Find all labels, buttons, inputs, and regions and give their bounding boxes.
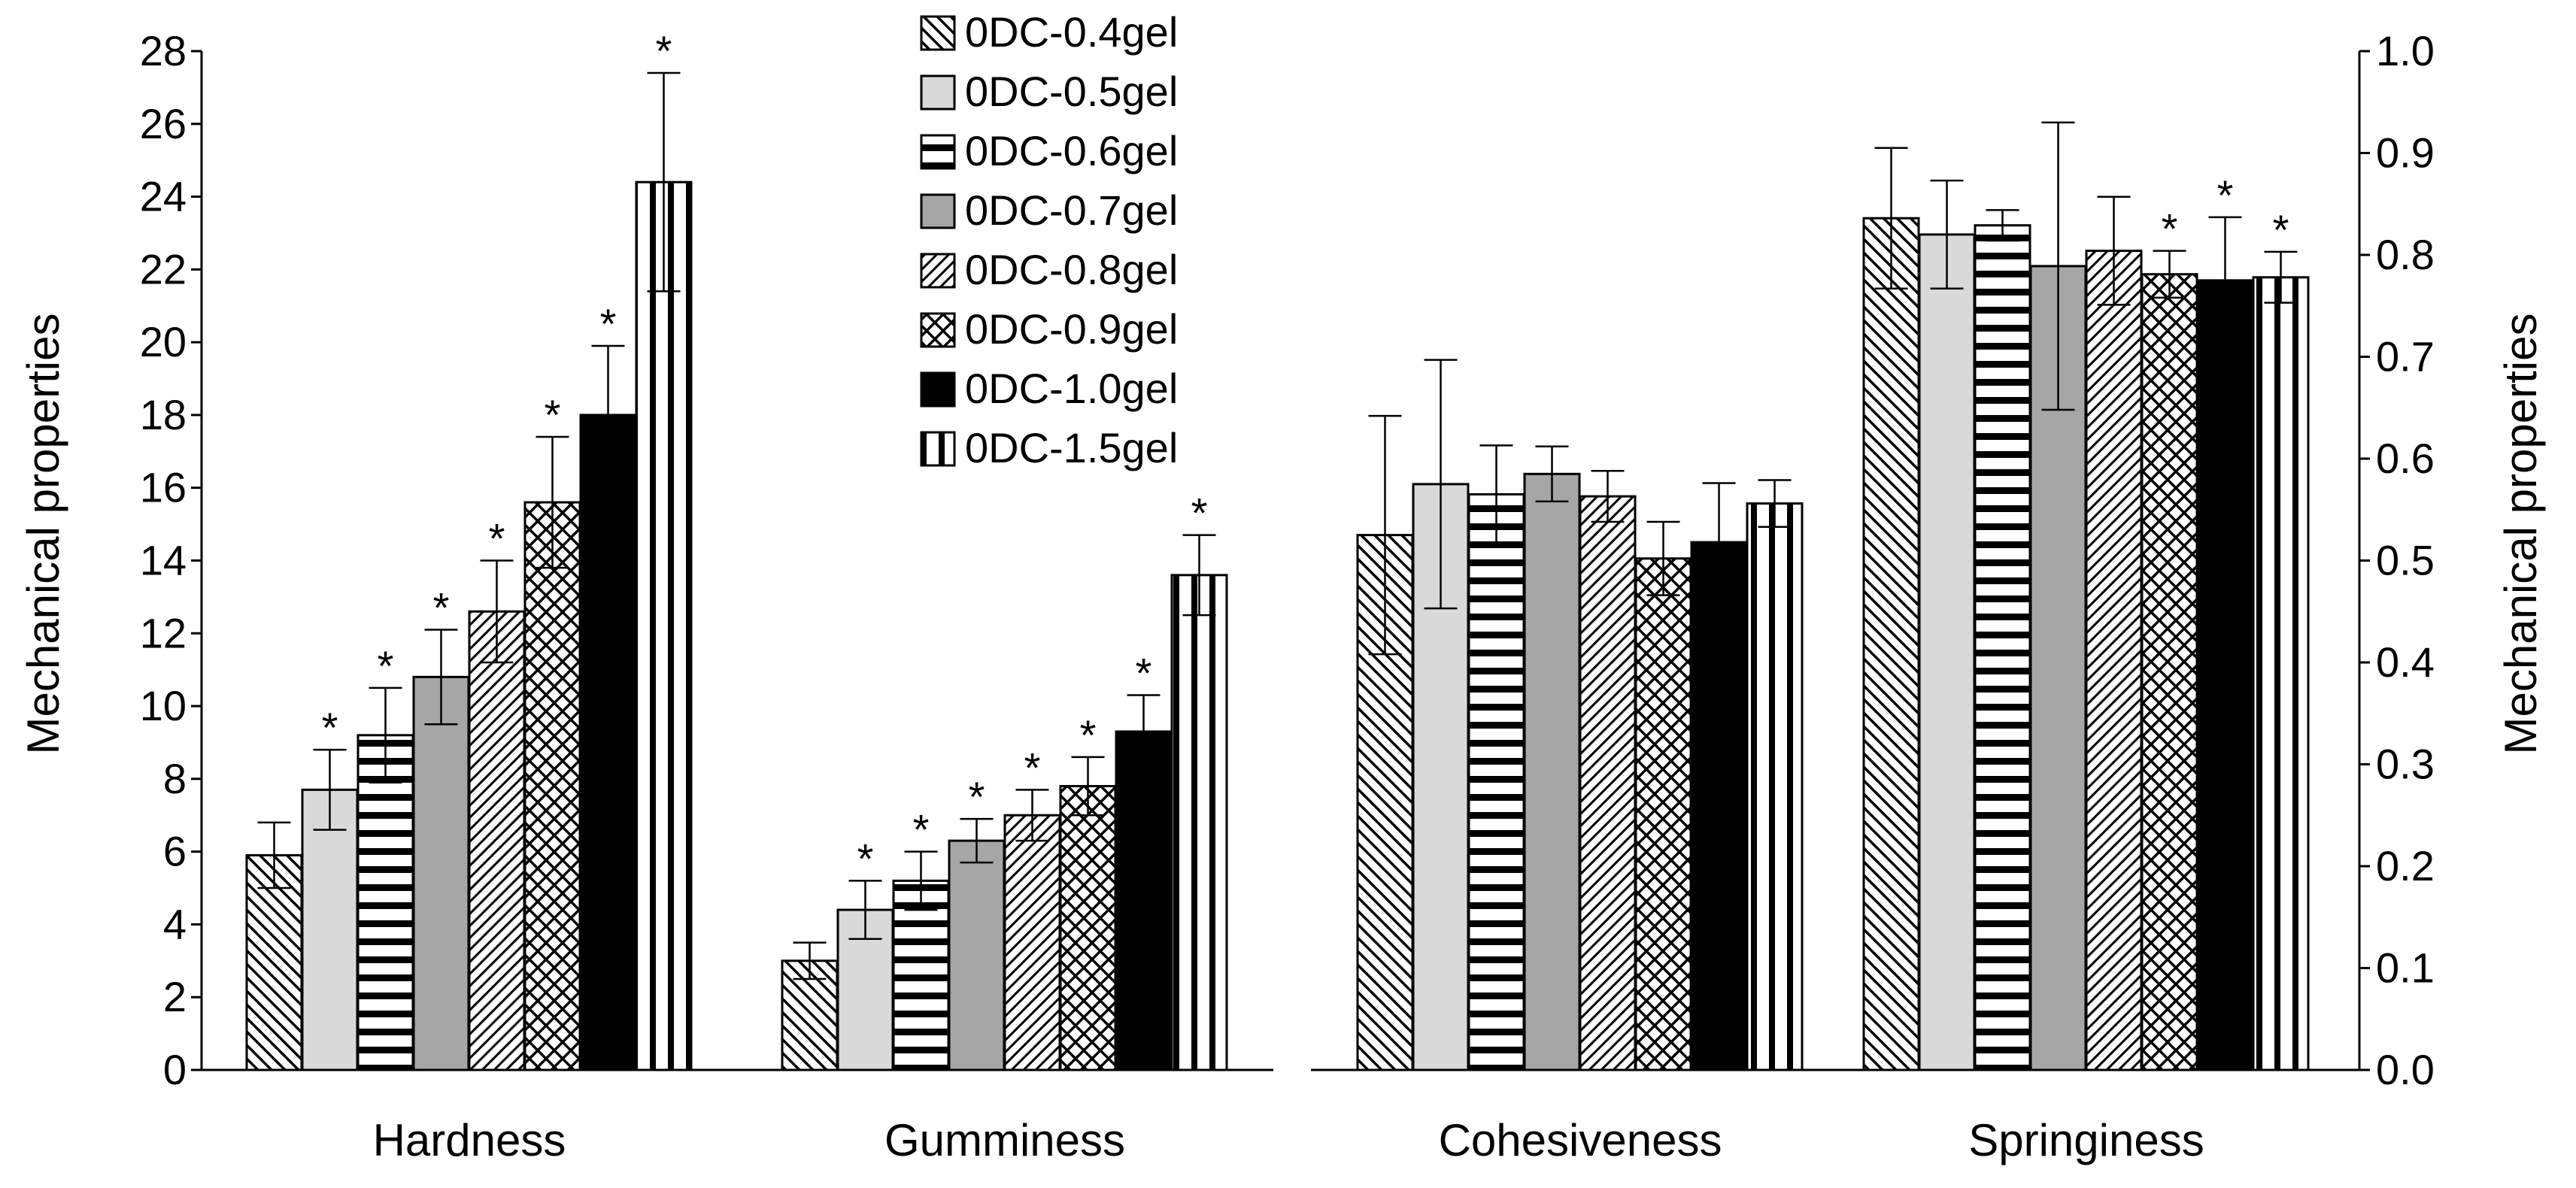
bar-cohesiveness-0dc-1.0gel: [1690, 541, 1748, 1071]
significance-marker: *: [2273, 206, 2289, 253]
left-tick-label: 6: [163, 828, 187, 875]
bar-hardness-0dc-0.9gel: [523, 501, 581, 1071]
legend-swatch: [920, 74, 956, 111]
significance-marker: *: [1136, 650, 1152, 697]
category-label: Springiness: [1968, 1115, 2204, 1165]
left-tick-label: 16: [140, 464, 187, 511]
significance-marker: *: [857, 835, 874, 882]
right-tick-label: 1.0: [2376, 27, 2435, 74]
right-tick-label: 0.4: [2376, 638, 2435, 686]
significance-markers: * * * * * * * * * * * * * * * * *: [322, 27, 2289, 882]
legend-label: 0DC-1.5gel: [965, 424, 1178, 471]
bar-cohesiveness-0dc-0.9gel: [1634, 557, 1692, 1071]
legend-label: 0DC-0.7gel: [965, 186, 1178, 234]
legend-label: 0DC-0.5gel: [965, 68, 1178, 115]
significance-marker: *: [322, 704, 338, 751]
significance-marker: *: [913, 806, 930, 853]
left-tick-label: 4: [163, 900, 187, 947]
bar-gumminess-0dc-0.7gel: [948, 839, 1006, 1071]
bar-cohesiveness-0dc-1.5gel: [1746, 502, 1804, 1071]
significance-marker: *: [656, 27, 672, 74]
left-tick-label: 0: [163, 1046, 187, 1093]
legend-label: 0DC-0.6gel: [965, 127, 1178, 174]
bar-hardness-0dc-0.8gel: [468, 610, 526, 1071]
legend-label: 0DC-0.9gel: [965, 305, 1178, 353]
bar-hardness-0dc-0.7gel: [412, 675, 470, 1071]
left-tick-label: 14: [140, 537, 187, 584]
left-tick-label: 24: [140, 173, 187, 220]
bar-gumminess-0dc-0.9gel: [1059, 785, 1117, 1071]
legend-swatch: [920, 371, 956, 408]
bar-cohesiveness-0dc-0.8gel: [1579, 495, 1637, 1071]
significance-marker: *: [1080, 711, 1097, 759]
significance-marker: *: [378, 642, 394, 689]
category-labels: Hardness Gumminess Cohesiveness Springiness: [373, 1115, 2204, 1165]
left-tick-label: 8: [163, 755, 187, 802]
significance-marker: *: [1191, 489, 1208, 537]
legend: 0DC-0.4gel 0DC-0.5gel 0DC-0.6gel 0DC-0.7gel…: [920, 8, 1178, 471]
left-tick-label: 10: [140, 682, 187, 729]
right-tick-label: 0.7: [2376, 333, 2435, 380]
bar-hardness-0dc-1.5gel: [635, 180, 693, 1071]
right-y-axis: 0.0 0.1 0.2 0.3 0.4 0.5 0.6 0.7 0.8 0.9 1.0: [1311, 27, 2435, 1093]
legend-swatch: [920, 431, 956, 467]
bars: [245, 180, 2310, 1071]
legend-swatch: [920, 15, 956, 51]
significance-marker: *: [2162, 205, 2178, 253]
significance-marker: *: [433, 583, 450, 631]
bar-gumminess-0dc-1.0gel: [1115, 730, 1173, 1071]
right-tick-label: 0.8: [2376, 231, 2435, 278]
legend-label: 0DC-1.0gel: [965, 365, 1178, 412]
bar-springiness-0dc-0.9gel: [2141, 273, 2198, 1071]
significance-marker: *: [545, 391, 561, 438]
significance-marker: *: [489, 515, 505, 562]
bar-springiness-0dc-0.4gel: [1862, 217, 1920, 1071]
right-tick-label: 0.9: [2376, 129, 2435, 177]
category-label: Hardness: [373, 1115, 566, 1165]
bar-cohesiveness-0dc-0.6gel: [1467, 492, 1525, 1071]
left-tick-label: 18: [140, 391, 187, 438]
bar-springiness-0dc-0.8gel: [2085, 250, 2143, 1071]
left-y-axis-label: Mechanical properties: [18, 314, 68, 755]
bar-hardness-0dc-1.0gel: [579, 414, 637, 1071]
right-tick-label: 0.0: [2376, 1046, 2435, 1093]
right-y-axis-label: Mechanical properties: [2496, 314, 2546, 755]
bar-cohesiveness-0dc-0.7gel: [1523, 472, 1581, 1071]
significance-marker: *: [1024, 744, 1041, 791]
significance-marker: *: [2217, 171, 2234, 219]
legend-swatch: [920, 312, 956, 348]
bar-springiness-0dc-1.0gel: [2196, 279, 2254, 1071]
significance-marker: *: [969, 773, 985, 820]
bar-hardness-0dc-0.6gel: [357, 734, 414, 1071]
category-label: Cohesiveness: [1439, 1115, 1722, 1165]
left-tick-label: 28: [140, 27, 187, 74]
left-tick-label: 2: [163, 973, 187, 1020]
right-tick-label: 0.1: [2376, 944, 2435, 992]
bar-gumminess-0dc-0.6gel: [892, 879, 950, 1071]
legend-label: 0DC-0.4gel: [965, 8, 1178, 56]
category-label: Gumminess: [884, 1115, 1125, 1165]
right-tick-label: 0.3: [2376, 741, 2435, 788]
bar-springiness-0dc-0.6gel: [1974, 224, 2031, 1071]
legend-swatch: [920, 253, 956, 289]
bar-springiness-0dc-0.5gel: [1918, 233, 1976, 1071]
right-tick-label: 0.6: [2376, 435, 2435, 482]
left-tick-label: 20: [140, 318, 187, 365]
right-tick-label: 0.5: [2376, 537, 2435, 584]
error-bars: [257, 71, 2298, 980]
bar-gumminess-0dc-1.5gel: [1170, 574, 1228, 1071]
left-tick-label: 22: [140, 245, 187, 292]
significance-marker: *: [600, 300, 617, 347]
bar-hardness-0dc-0.5gel: [301, 788, 359, 1071]
left-tick-label: 12: [140, 609, 187, 656]
right-tick-label: 0.2: [2376, 842, 2435, 889]
bar-springiness-0dc-1.5gel: [2252, 276, 2310, 1071]
left-tick-label: 26: [140, 100, 187, 147]
legend-swatch: [920, 134, 956, 170]
legend-label: 0DC-0.8gel: [965, 246, 1178, 293]
legend-swatch: [920, 193, 956, 229]
bar-gumminess-0dc-0.8gel: [1003, 814, 1061, 1071]
